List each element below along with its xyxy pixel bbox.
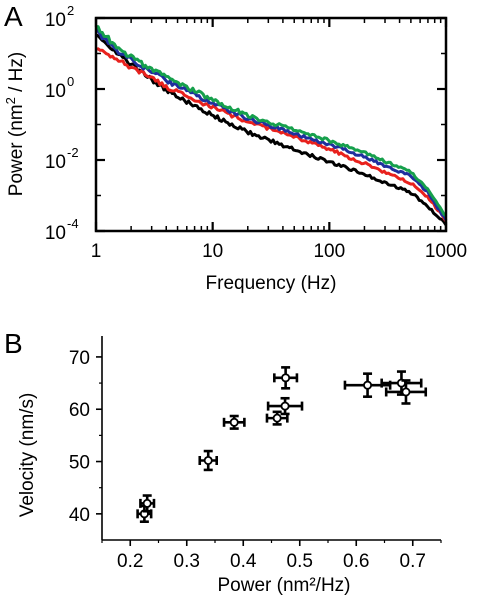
panel-b-point-2 xyxy=(142,498,152,508)
panel-b-letter: B xyxy=(4,328,23,359)
panel-a-series-line-4 xyxy=(96,25,448,218)
panel-b-y-tick-label: 40 xyxy=(69,505,90,526)
panel-b-point-10 xyxy=(401,387,411,397)
panel-b-point-5 xyxy=(272,413,282,423)
panel-a-x-tick-label: 10 xyxy=(202,241,223,262)
panel-a-y-tick-exponent: -2 xyxy=(67,145,79,160)
panel-b-x-tick-label: 0.7 xyxy=(400,551,426,572)
panel-b-x-tick-label: 0.5 xyxy=(287,551,313,572)
panel-a-series-line-1 xyxy=(95,33,448,226)
panel-b-ylabel: Velocity (nm/s) xyxy=(17,393,38,518)
panel-a-curves xyxy=(94,25,448,226)
panel-a-xlabel: Frequency (Hz) xyxy=(206,273,337,294)
panel-a-y-tick-label: 10 xyxy=(45,10,66,31)
panel-b-point-3 xyxy=(203,455,213,465)
panel-b-y-tick-label: 60 xyxy=(69,400,90,421)
panel-a-ylabel: Power (nm2 / Hz) xyxy=(3,52,27,196)
panel-a-x-tick-label: 100 xyxy=(313,241,345,262)
panel-b-point-8 xyxy=(363,380,373,390)
panel-a-y-tick-label: 10 xyxy=(45,152,66,173)
panel-b-point-7 xyxy=(281,373,291,383)
panel-a-y-tick-exponent: 2 xyxy=(67,3,74,18)
panel-a-letter: A xyxy=(4,1,23,32)
panel-b-point-6 xyxy=(280,401,290,411)
panel-a-y-tick-exponent: -4 xyxy=(67,216,79,231)
panel-b-x-tick-label: 0.3 xyxy=(174,551,200,572)
panel-a-series-line-2 xyxy=(95,47,448,222)
panel-b-x-tick-label: 0.4 xyxy=(230,551,257,572)
panel-b-x-tick-label: 0.2 xyxy=(117,551,143,572)
panel-a-series-line-3 xyxy=(94,27,448,221)
panel-b-y-tick-label: 50 xyxy=(69,453,90,474)
panel-a-y-tick-label: 10 xyxy=(45,81,66,102)
panel-a-x-tick-label: 1000 xyxy=(425,241,467,262)
panel-b-ticks: 40 50 60 70 0.2 0.3 0.4 0.5 0.6 0.7 xyxy=(69,336,442,572)
panel-a-y-tick-exponent: 0 xyxy=(67,74,74,89)
panel-b-xlabel: Power (nm²/Hz) xyxy=(217,575,350,596)
panel-a-x-tick-label: 1 xyxy=(91,241,102,262)
panel-a-y-tick-label: 10 xyxy=(45,223,66,244)
panel-b-points xyxy=(136,366,428,523)
panel-b-y-tick-label: 70 xyxy=(69,348,90,369)
panel-b-x-tick-label: 0.6 xyxy=(343,551,369,572)
panel-b-point-4 xyxy=(229,417,239,427)
